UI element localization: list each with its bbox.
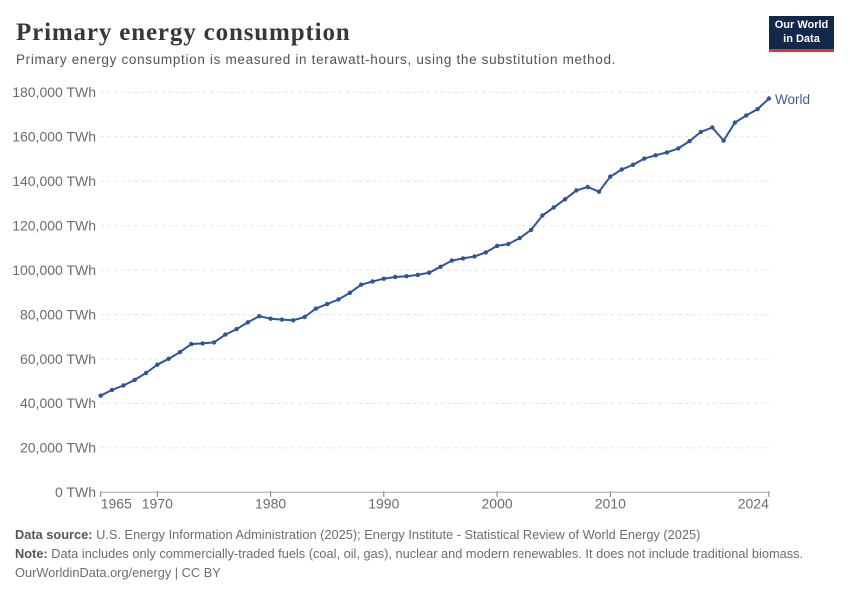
svg-text:60,000 TWh: 60,000 TWh	[20, 351, 96, 367]
svg-text:2010: 2010	[595, 495, 626, 511]
svg-text:140,000 TWh: 140,000 TWh	[12, 173, 96, 189]
svg-text:160,000 TWh: 160,000 TWh	[12, 129, 96, 145]
svg-text:1965: 1965	[101, 495, 132, 511]
svg-text:40,000 TWh: 40,000 TWh	[20, 395, 96, 411]
svg-text:0 TWh: 0 TWh	[55, 484, 96, 500]
svg-text:1990: 1990	[368, 495, 399, 511]
svg-text:80,000 TWh: 80,000 TWh	[20, 306, 96, 322]
svg-text:1970: 1970	[142, 495, 173, 511]
svg-text:20,000 TWh: 20,000 TWh	[20, 440, 96, 456]
svg-text:120,000 TWh: 120,000 TWh	[12, 218, 96, 234]
svg-text:2000: 2000	[482, 495, 513, 511]
svg-text:World: World	[775, 92, 810, 107]
svg-text:1980: 1980	[255, 495, 286, 511]
svg-text:100,000 TWh: 100,000 TWh	[12, 262, 96, 278]
svg-text:2024: 2024	[738, 495, 769, 511]
svg-text:180,000 TWh: 180,000 TWh	[12, 84, 96, 100]
